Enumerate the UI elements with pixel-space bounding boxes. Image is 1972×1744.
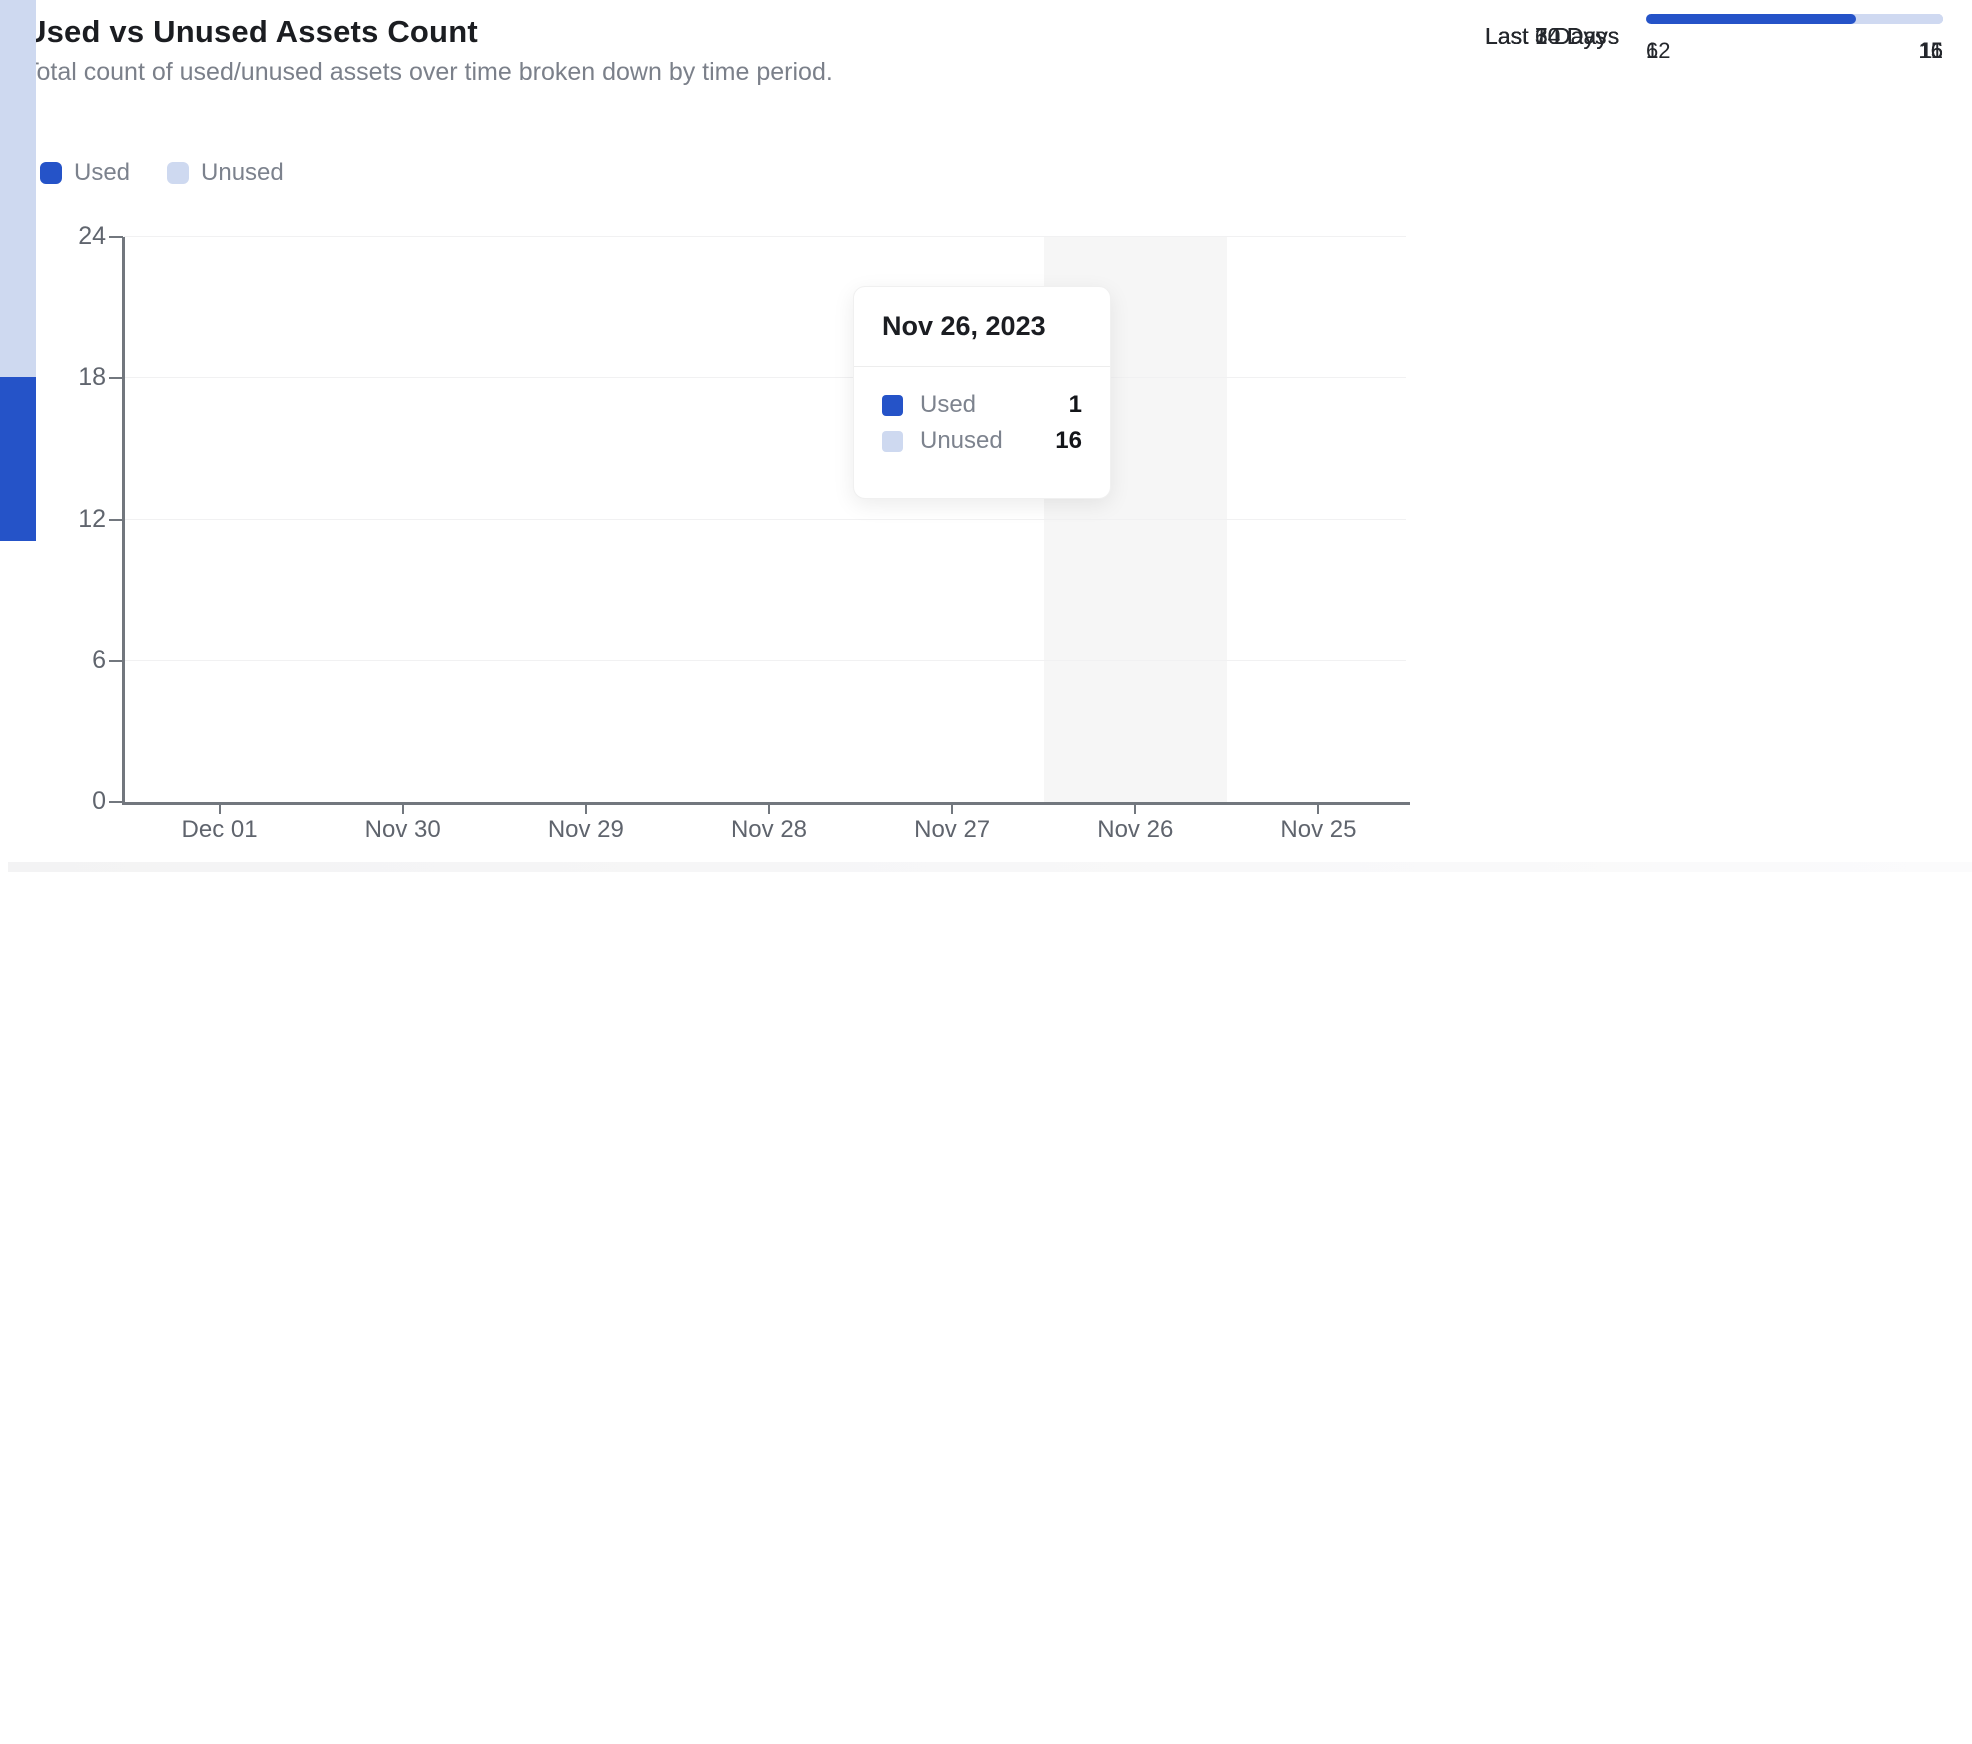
x-axis-tick [951, 805, 954, 814]
y-axis-label: 6 [92, 645, 106, 674]
y-axis-label: 0 [92, 787, 106, 815]
used-swatch-icon [40, 162, 62, 184]
summary-row-last-7-days: Last 7 Days 1 16 [1450, 14, 1972, 160]
bar-group-nov-30[interactable] [0, 0, 36, 941]
gridline-y-24 [124, 236, 1406, 237]
legend-label-unused: Unused [201, 159, 284, 186]
stacked-bar-chart: 0 6 12 18 24 Dec 01 Nov 30 Nov 29 Nov 28 Nov 27 No… [0, 0, 1450, 872]
bottom-divider [8, 862, 1972, 872]
y-axis-tick [109, 659, 123, 662]
unused-swatch-icon [167, 162, 190, 184]
y-axis-label: 18 [78, 363, 106, 392]
gridline-y-18 [124, 377, 1406, 379]
unused-count-value: 16 [1918, 38, 1943, 63]
unused-count-value: 11 [1920, 38, 1943, 63]
x-axis-label: Nov 27 [914, 816, 991, 843]
y-axis-tick [109, 236, 123, 238]
summary-row-label: Last 7 Days [1485, 23, 1607, 49]
bar-group-nov-27[interactable] [0, 0, 36, 1744]
x-axis-label: Nov 25 [1280, 816, 1357, 843]
usage-progress-bar [1646, 14, 1943, 24]
x-axis-tick [401, 805, 404, 814]
used-count-value: 1 [1646, 38, 1659, 63]
unused-count-value: 5 [1930, 38, 1943, 63]
tooltip-row-unused: Unused 16 [882, 423, 1082, 459]
x-axis-tick [218, 805, 221, 814]
summary-row-last-14-days: Last 14 Days 1 16 [1450, 14, 1972, 240]
tooltip-unused-value: 16 [1055, 427, 1082, 454]
y-axis-label: 12 [78, 504, 106, 533]
x-axis-tick [584, 805, 587, 814]
unused-count-value: 16 [1918, 38, 1943, 63]
used-count-value: 6 [1646, 38, 1659, 63]
tooltip-used-label: Used [920, 391, 977, 418]
legend-label-used: Used [74, 159, 131, 186]
unused-count-value: 16 [1918, 38, 1943, 63]
x-axis-label: Dec 01 [181, 816, 258, 843]
legend-item-used[interactable]: Used [40, 159, 130, 187]
tooltip-rows: Used 1 Unused 16 [854, 367, 1110, 459]
summary-row-label: Last 14 Days [1485, 23, 1620, 49]
gridline-y-12 [124, 518, 1406, 520]
tooltip-used-value: 1 [1068, 391, 1082, 418]
summary-row-label: Last 3 Days [1485, 23, 1607, 49]
page-title: Used vs Unused Assets Count [24, 14, 478, 49]
unused-bar-segment [0, 0, 36, 377]
summary-row-label: Last 30 Days [1485, 23, 1620, 49]
x-axis-line [122, 802, 1410, 805]
y-axis-tick [109, 377, 123, 380]
x-axis-label: Nov 30 [364, 816, 441, 843]
used-bar-segment [0, 376, 36, 542]
summary-row-last-60-days: Last 60 Days 12 5 [1450, 14, 1972, 400]
used-count-value: 1 [1646, 38, 1659, 63]
x-axis-tick [1134, 805, 1137, 814]
bar-group-nov-28[interactable] [0, 0, 36, 1742]
y-axis-tick [109, 801, 123, 803]
y-axis-tick [109, 518, 123, 521]
unused-swatch-icon [882, 430, 903, 452]
used-count-value: 12 [1646, 38, 1671, 63]
time-period-summary-panel: Last 3 Days 1 16 Last 7 Days 1 16 Last 14 Days… [1450, 0, 1972, 872]
x-axis-tick [1317, 805, 1320, 814]
x-axis-label: Nov 26 [1097, 816, 1174, 843]
tooltip-row-used: Used 1 [882, 387, 1082, 423]
gridline-y-6 [124, 659, 1406, 661]
used-bar-segment [0, 376, 36, 401]
usage-progress-fill [1646, 14, 1856, 24]
legend-item-unused[interactable]: Unused [167, 159, 284, 187]
used-swatch-icon [882, 394, 903, 416]
page-subtitle: Total count of used/unused assets over t… [24, 58, 833, 86]
x-axis-label: Nov 28 [730, 816, 808, 843]
y-axis-line [122, 237, 125, 804]
chart-tooltip: Nov 26, 2023 Used 1 Unused 16 [853, 286, 1111, 499]
assets-dashboard: { "header": { "title": "Used vs Unused A… [0, 0, 1972, 872]
used-count-value: 1 [1646, 38, 1659, 63]
tooltip-date-title: Nov 26, 2023 [854, 287, 1110, 367]
chart-legend: Used Unused [40, 159, 284, 187]
summary-row-last-30-days: Last 30 Days 6 11 [1450, 14, 1972, 320]
x-axis-label: Nov 29 [547, 816, 624, 843]
summary-row-label: Last 60 Days [1485, 23, 1620, 49]
y-axis-label: 24 [78, 222, 106, 250]
tooltip-unused-label: Unused [920, 427, 1003, 454]
bar-group-nov-29[interactable] [0, 0, 36, 1342]
x-axis-tick [768, 805, 770, 814]
